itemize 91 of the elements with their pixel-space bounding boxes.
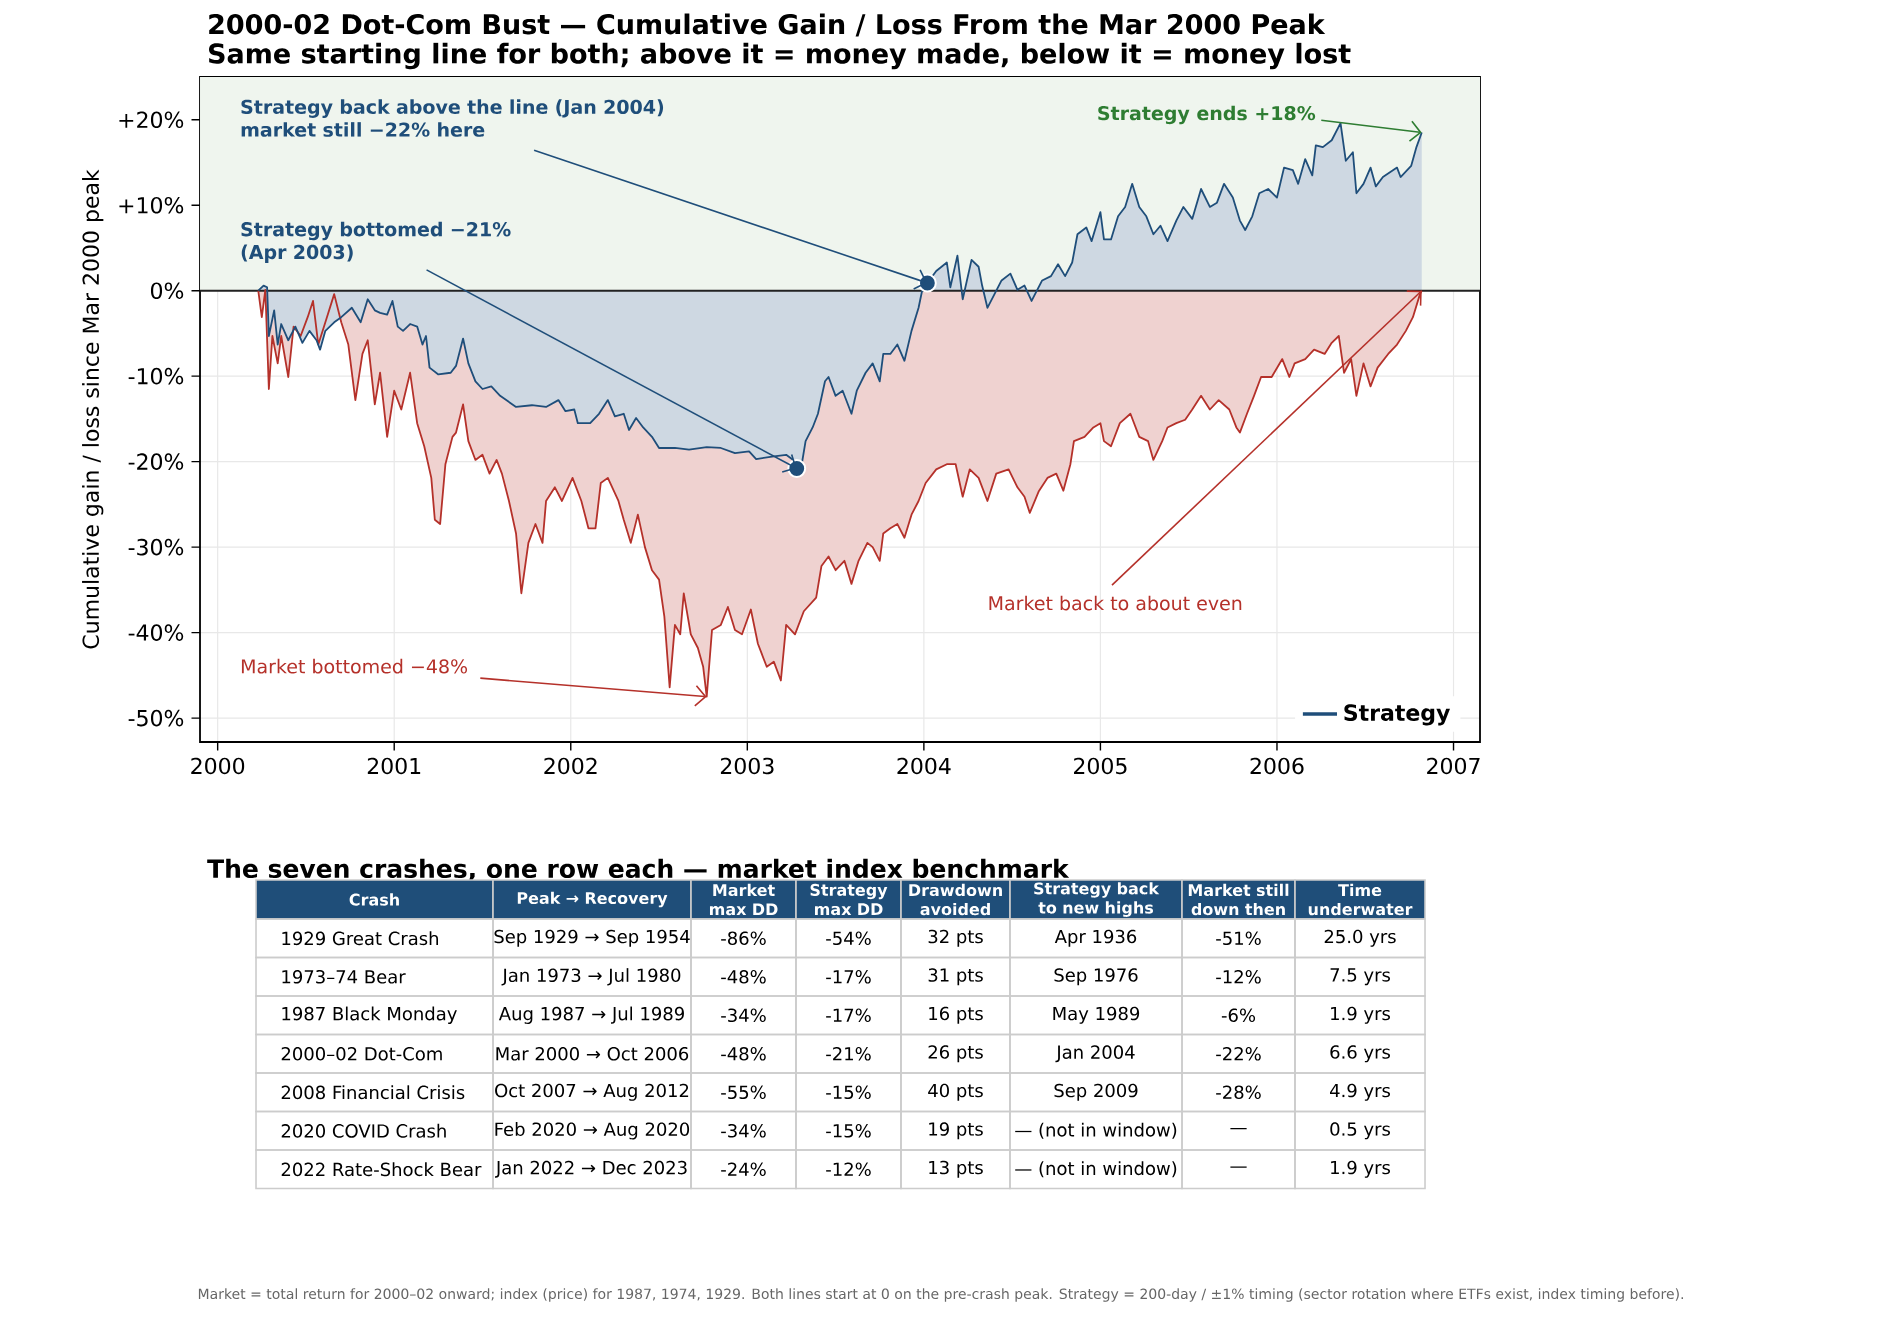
category-label: Market max DD	[709, 883, 778, 916]
annotation: Strategy bottomed −21% (Apr 2003)	[241, 221, 511, 263]
x-tick-label: 2003	[720, 757, 774, 775]
category-label: Peak → Recovery	[517, 891, 668, 908]
text: -48%	[721, 1046, 766, 1061]
text: -21%	[826, 1046, 871, 1061]
text: 16 pts	[929, 1006, 983, 1024]
annotation: Strategy back above the line (Jan 2004) market still −22% here	[241, 99, 664, 137]
y-axis-title: Cumulative gain / loss since Mar 2000 peak	[82, 169, 104, 649]
text: -12%	[826, 1162, 871, 1177]
y-tick-label: +20%	[119, 111, 184, 129]
text: -54%	[826, 931, 871, 946]
y-tick-label: -30%	[128, 538, 184, 556]
text: 1.9 yrs	[1331, 1160, 1391, 1178]
x-tick-label: 2004	[897, 757, 951, 775]
x-tick-label: 2005	[1074, 757, 1127, 775]
category-label: Time underwater	[1308, 883, 1413, 916]
category-label: Strategy back to new highs	[1034, 882, 1160, 917]
text: 40 pts	[928, 1083, 983, 1101]
text: -34%	[721, 1008, 766, 1023]
text: 7.5 yrs	[1330, 968, 1391, 986]
text: -12%	[1216, 969, 1261, 984]
category-label: Drawdown avoided	[909, 883, 1002, 916]
annotation: Strategy ends +18%	[1098, 105, 1316, 125]
category-label: 1987 Black Monday	[282, 1006, 457, 1024]
category-label: 2000–02 Dot-Com	[281, 1046, 442, 1061]
text: — (not in window)	[1015, 1122, 1177, 1139]
text: Sep 2009	[1054, 1083, 1138, 1101]
text: Mar 2000 → Oct 2006	[496, 1046, 689, 1061]
category-label: 1929 Great Crash	[282, 931, 438, 946]
y-tick-label: -50%	[128, 709, 184, 727]
chart-title: 2000-02 Dot-Com Bust — Cumulative Gain / Loss From the Mar 2000 Peak	[209, 13, 1326, 37]
text: -51%	[1216, 931, 1261, 946]
text: -17%	[826, 969, 871, 984]
category-label: 1973–74 Bear	[282, 969, 406, 984]
text: Sep 1976	[1054, 968, 1138, 986]
text: -6%	[1221, 1008, 1256, 1023]
category-label: Market still down then	[1188, 883, 1289, 916]
text: -34%	[721, 1123, 766, 1138]
text: -86%	[721, 931, 766, 946]
text: 6.6 yrs	[1330, 1045, 1391, 1063]
category-label: 2008 Financial Crisis	[281, 1085, 465, 1100]
x-tick-label: 2000	[191, 757, 245, 775]
x-tick-label: 2001	[367, 757, 421, 775]
text: -17%	[826, 1008, 871, 1023]
text: Feb 2020 → Aug 2020	[495, 1122, 690, 1140]
legend-label: Strategy	[1344, 704, 1450, 726]
text: -15%	[826, 1085, 871, 1100]
text: Jan 2004	[1055, 1045, 1135, 1063]
text: -48%	[721, 969, 766, 984]
text: -22%	[1216, 1046, 1261, 1061]
text: Jan 1973 → Jul 1980	[501, 968, 681, 986]
text: Apr 1936	[1054, 929, 1137, 947]
annotation: Market bottomed −48%	[241, 658, 468, 674]
text: Aug 1987 → Jul 1989	[498, 1006, 684, 1024]
text: —	[1230, 1128, 1247, 1130]
text: Market = total return for 2000–02 onward; index (price) for 1987, 1974, 1929. Both lines start at 0 on the pre-crash peak. Strategy = 200-day / ±1% timing (sector rotation where ETFs exist, index timing before).	[198, 1288, 1683, 1302]
category-label: 2022 Rate-Shock Bear	[281, 1162, 482, 1177]
y-tick-label: +10%	[119, 196, 184, 214]
text: 26 pts	[928, 1045, 983, 1063]
x-tick-label: 2002	[544, 757, 597, 775]
category-label: Crash	[349, 893, 399, 906]
chart-subtitle: Same starting line for both; above it = money made, below it = money lost	[209, 42, 1351, 70]
x-tick-label: 2007	[1427, 757, 1480, 775]
y-tick-label: -10%	[128, 367, 184, 385]
text: Jan 2022 → Dec 2023	[494, 1160, 687, 1178]
text: 32 pts	[928, 929, 983, 947]
category-label: Strategy max DD	[810, 883, 888, 916]
text: May 1989	[1053, 1006, 1140, 1024]
text: The seven crashes, one row each — market index benchmark	[207, 858, 1070, 882]
text: -15%	[826, 1123, 871, 1138]
text: 0.5 yrs	[1330, 1122, 1391, 1140]
text: -55%	[721, 1085, 766, 1100]
text: —	[1230, 1166, 1247, 1168]
category-label: 2020 COVID Crash	[281, 1123, 446, 1138]
annotation: Market back to about even	[989, 595, 1242, 611]
text: 19 pts	[929, 1122, 983, 1140]
text: 31 pts	[928, 968, 983, 986]
text: -28%	[1216, 1085, 1261, 1100]
text: 25.0 yrs	[1324, 929, 1396, 947]
text: 13 pts	[929, 1160, 983, 1178]
text: 4.9 yrs	[1330, 1083, 1391, 1101]
text: Sep 1929 → Sep 1954	[494, 929, 690, 947]
text: -24%	[721, 1162, 766, 1177]
y-tick-label: -20%	[128, 453, 184, 470]
x-tick-label: 2006	[1250, 757, 1304, 775]
y-tick-label: 0%	[150, 282, 184, 300]
text: — (not in window)	[1015, 1161, 1177, 1178]
text: Oct 2007 → Aug 2012	[495, 1083, 689, 1101]
y-tick-label: -40%	[128, 624, 184, 641]
text: 1.9 yrs	[1331, 1006, 1391, 1024]
